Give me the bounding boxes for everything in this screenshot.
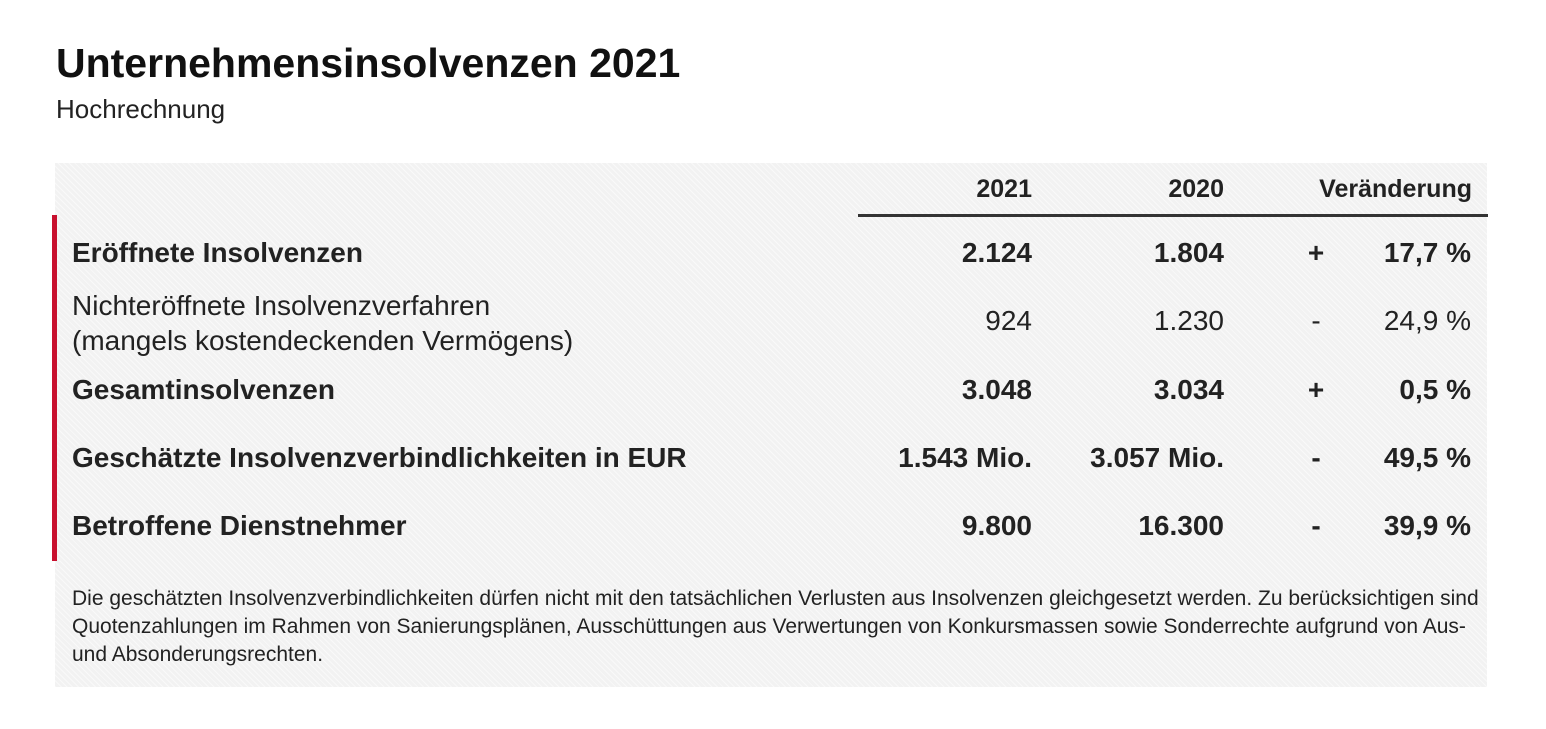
value-2020: 3.034: [1153, 374, 1224, 405]
column-header-2021: 2021: [976, 175, 1032, 203]
change-sign: +: [1307, 374, 1325, 405]
row-label: Betroffene Dienstnehmer: [72, 510, 407, 541]
page-subtitle: Hochrechnung: [56, 94, 226, 124]
value-2020: 1.230: [1153, 305, 1224, 336]
column-header-2020: 2020: [1168, 175, 1224, 203]
footnote: Die geschätzten Insolvenzverbindlichkeit…: [72, 587, 1479, 666]
change-percent: 24,9 %: [1383, 305, 1471, 336]
column-header-change: Veränderung: [1319, 175, 1472, 203]
value-2021: 2.124: [961, 237, 1032, 268]
row-label-line-1: Nichteröffnete Insolvenzverfahren: [72, 290, 491, 321]
row-label: Geschätzte Insolvenzverbindlichkeiten in…: [72, 442, 687, 473]
value-2020: 3.057 Mio.: [1090, 442, 1224, 473]
change-sign: +: [1307, 237, 1325, 268]
accent-bar: [52, 215, 57, 561]
change-sign: -: [1311, 510, 1321, 541]
value-2021: 3.048: [961, 374, 1032, 405]
header-rule: [858, 214, 1488, 217]
row-label-line-2: (mangels kostendeckenden Vermögens): [72, 325, 574, 356]
page-title: Unternehmensinsolvenzen 2021: [56, 40, 681, 86]
row-label: Gesamtinsolvenzen: [72, 374, 335, 405]
row-label: Eröffnete Insolvenzen: [72, 237, 363, 268]
row-label: Nichteröffnete Insolvenzverfahren (mange…: [72, 288, 573, 358]
value-2021: 9.800: [961, 510, 1032, 541]
change-percent: 0,5 %: [1399, 374, 1471, 405]
change-percent: 39,9 %: [1383, 510, 1471, 541]
change-percent: 17,7 %: [1383, 237, 1471, 268]
change-sign: -: [1311, 442, 1321, 473]
value-2020: 16.300: [1138, 510, 1224, 541]
value-2020: 1.804: [1153, 237, 1224, 268]
change-sign: -: [1311, 305, 1321, 336]
table-panel: [55, 163, 1487, 687]
value-2021: 1.543 Mio.: [898, 442, 1032, 473]
value-2021: 924: [985, 305, 1032, 336]
change-percent: 49,5 %: [1383, 442, 1471, 473]
